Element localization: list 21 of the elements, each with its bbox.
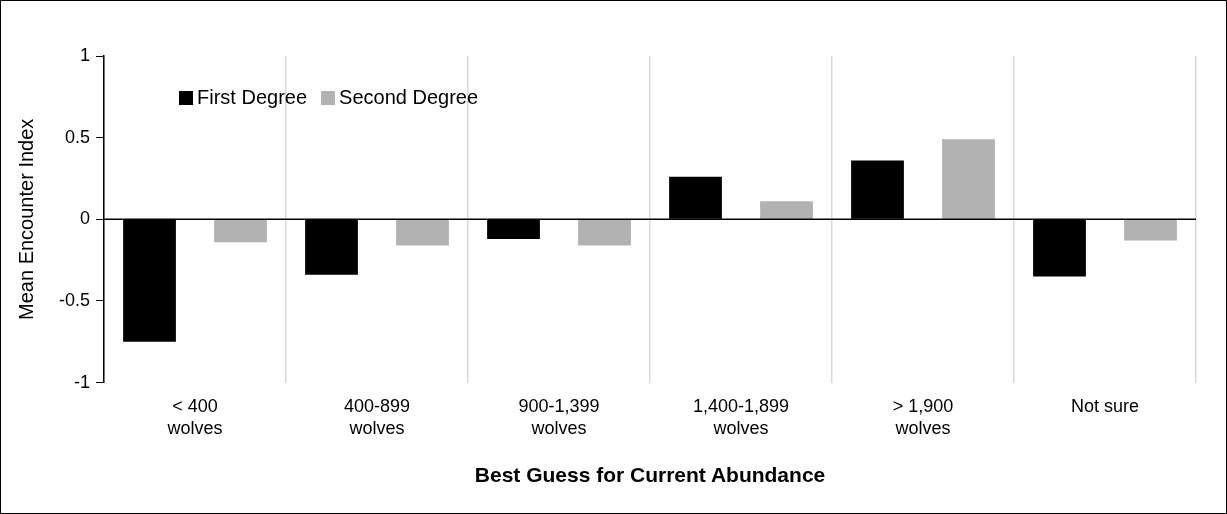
bar [578, 219, 631, 246]
y-tick-label: 0 [80, 208, 91, 229]
bar [396, 219, 449, 246]
bar [214, 219, 267, 243]
y-tick-label: 0.5 [64, 126, 91, 147]
bar [760, 201, 813, 219]
x-axis-title: Best Guess for Current Abundance [474, 463, 826, 487]
x-tick-label: 400-899 wolves [343, 396, 411, 438]
legend-label: Second Degree [338, 86, 479, 109]
bar [1124, 219, 1177, 241]
x-tick-label: 1,400-1,899 wolves [692, 396, 790, 438]
y-axis-title: Mean Encounter Index [14, 118, 37, 320]
y-tick-label: -0.5 [58, 289, 91, 310]
x-tick-label: 900-1,399 wolves [518, 396, 600, 438]
x-tick-label: < 400 wolves [166, 396, 223, 438]
y-tick-label: -1 [74, 371, 91, 392]
legend-label: First Degree [196, 86, 308, 109]
x-tick-label: Not sure [1070, 396, 1140, 417]
bar [942, 139, 995, 219]
x-tick-label: > 1,900 wolves [892, 396, 954, 438]
y-tick-label: 1 [80, 44, 91, 65]
